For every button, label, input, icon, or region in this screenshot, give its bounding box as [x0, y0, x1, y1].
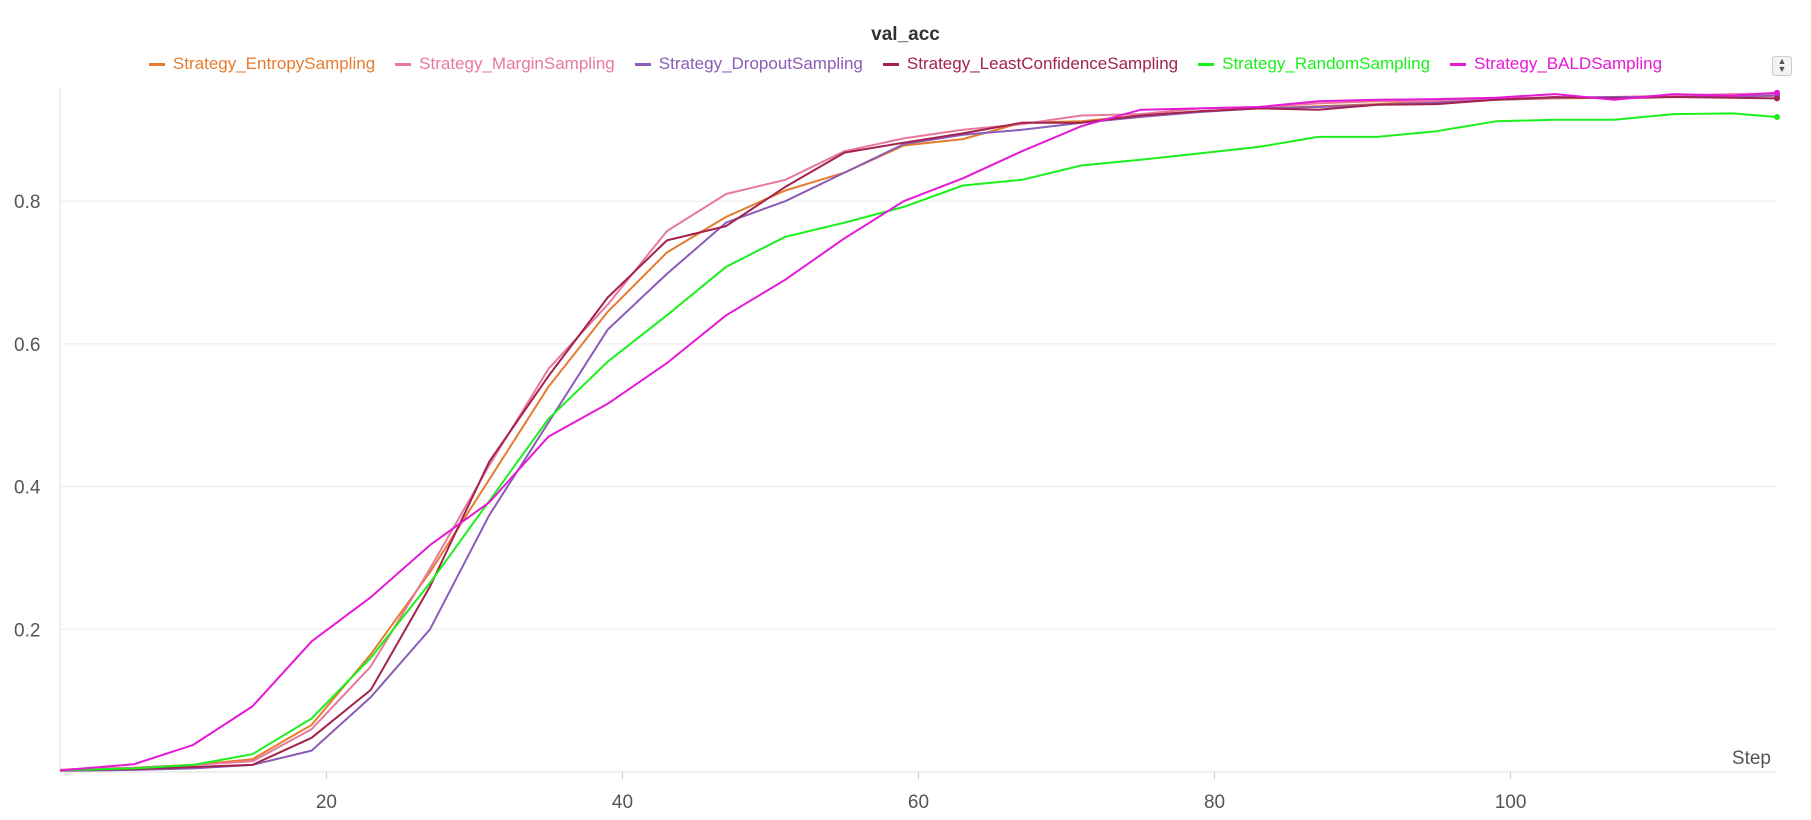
legend-item[interactable]: Strategy_LeastConfidenceSampling	[882, 54, 1179, 74]
legend-swatch	[882, 62, 899, 66]
legend-item[interactable]: Strategy_MarginSampling	[395, 54, 615, 74]
series-end-point	[1774, 89, 1780, 96]
legend-menu-icon[interactable]: ▲ ▼	[1772, 56, 1792, 76]
legend-swatch	[1450, 62, 1467, 66]
legend-label: Strategy_LeastConfidenceSampling	[906, 54, 1179, 73]
legend-item[interactable]: Strategy_EntropySampling	[148, 54, 376, 74]
legend-label: Strategy_MarginSampling	[419, 54, 615, 73]
y-tick-label: 0.8	[14, 192, 40, 213]
x-tick-label: 100	[1495, 792, 1527, 813]
x-tick-label: 60	[908, 792, 929, 813]
series-line-Strategy_LeastConfidenceSampling[interactable]	[59, 96, 1778, 772]
chart-title: val_acc	[871, 24, 940, 45]
y-tick-label: 0.2	[14, 620, 40, 641]
series-end-point	[1774, 113, 1780, 120]
series-end-point	[1774, 95, 1780, 102]
legend-item[interactable]: Strategy_DropoutSampling	[634, 54, 863, 74]
y-tick-label: 0.4	[14, 478, 41, 499]
x-tick-label: 20	[316, 792, 337, 813]
legend-swatch	[634, 62, 651, 66]
legend-item[interactable]: Strategy_RandomSampling	[1198, 54, 1430, 74]
legend-label: Strategy_DropoutSampling	[658, 54, 863, 73]
legend-label: Strategy_BALDSampling	[1474, 54, 1663, 73]
x-tick-label: 40	[612, 792, 633, 813]
series-line-Strategy_RandomSampling[interactable]	[59, 112, 1778, 772]
legend-swatch	[1198, 62, 1215, 66]
legend-swatch	[148, 62, 165, 66]
series-line-Strategy_BALDSampling[interactable]	[59, 91, 1778, 772]
x-tick-label: 80	[1204, 792, 1225, 813]
legend-item[interactable]: Strategy_BALDSampling	[1450, 54, 1662, 74]
legend-swatch	[395, 62, 412, 66]
x-axis-label: Step	[1732, 748, 1771, 769]
legend-label: Strategy_EntropySampling	[172, 54, 376, 73]
legend-label: Strategy_RandomSampling	[1222, 54, 1431, 73]
y-tick-label: 0.6	[14, 335, 40, 356]
chart-legend: Strategy_EntropySampling Strategy_MarginS…	[0, 54, 1811, 74]
series-line-Strategy_DropoutSampling[interactable]	[60, 94, 1778, 772]
series-line-Strategy_EntropySampling[interactable]	[59, 94, 1778, 771]
